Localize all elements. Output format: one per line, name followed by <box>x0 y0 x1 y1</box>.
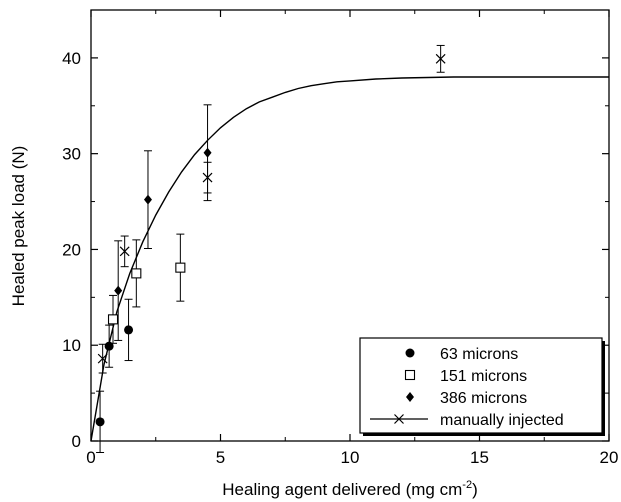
legend-item: manually injected <box>370 412 564 429</box>
legend-marker-filled-diamond <box>406 392 414 402</box>
x-axis-label: Healing agent delivered (mg cm-2) <box>222 479 477 499</box>
marker-filled-diamond <box>203 147 212 158</box>
marker-filled-circle <box>95 417 105 427</box>
data-point <box>143 150 152 249</box>
y-tick-label: 40 <box>62 49 81 68</box>
data-point <box>104 324 114 368</box>
marker-filled-diamond <box>114 285 123 296</box>
x-tick-label: 5 <box>216 448 225 467</box>
data-point <box>124 298 134 362</box>
legend-label: 151 microns <box>440 368 527 385</box>
y-axis-label: Healed peak load (N) <box>9 146 28 307</box>
data-point <box>202 161 213 194</box>
fit-curve-line <box>90 76 609 442</box>
data-point <box>435 44 446 73</box>
data-point <box>97 343 108 374</box>
legend-label: manually injected <box>440 412 564 429</box>
y-tick-label: 0 <box>72 432 81 451</box>
data-point <box>119 235 130 268</box>
data-point <box>107 294 119 344</box>
legend-label: 63 microns <box>440 346 518 363</box>
legend-item: 63 microns <box>405 346 518 363</box>
legend-marker-filled-circle <box>405 348 415 358</box>
legend-marker-x <box>394 414 404 424</box>
y-tick-label: 10 <box>62 336 81 355</box>
marker-open-square <box>131 268 142 279</box>
marker-filled-circle <box>124 325 134 335</box>
marker-filled-diamond <box>143 194 152 205</box>
marker-x <box>202 172 213 183</box>
legend: 63 microns 151 microns 386 microns manually… <box>359 337 605 436</box>
legend-item: 386 microns <box>406 390 527 407</box>
data-point <box>114 240 123 341</box>
axis-ticks-layer: 0 5 10 15 20 0 10 20 30 40 <box>62 10 618 467</box>
x-tick-label: 10 <box>341 448 360 467</box>
data-point <box>131 239 142 308</box>
x-tick-label: 0 <box>86 448 95 467</box>
data-point <box>95 390 105 453</box>
marker-x <box>119 246 130 257</box>
y-tick-label: 30 <box>62 145 81 164</box>
marker-x <box>97 353 108 364</box>
fit-curve-layer <box>90 76 609 442</box>
marker-filled-circle <box>104 341 114 351</box>
legend-label: 386 microns <box>440 390 527 407</box>
data-points-layer <box>95 44 446 453</box>
marker-open-square <box>175 262 186 273</box>
legend-marker-open-square <box>404 369 416 381</box>
legend-item: 151 microns <box>404 368 527 385</box>
marker-x <box>435 53 446 64</box>
data-point <box>175 233 186 302</box>
x-tick-label: 15 <box>470 448 489 467</box>
marker-open-square <box>107 314 119 325</box>
x-tick-label: 20 <box>600 448 619 467</box>
y-tick-label: 20 <box>62 240 81 259</box>
